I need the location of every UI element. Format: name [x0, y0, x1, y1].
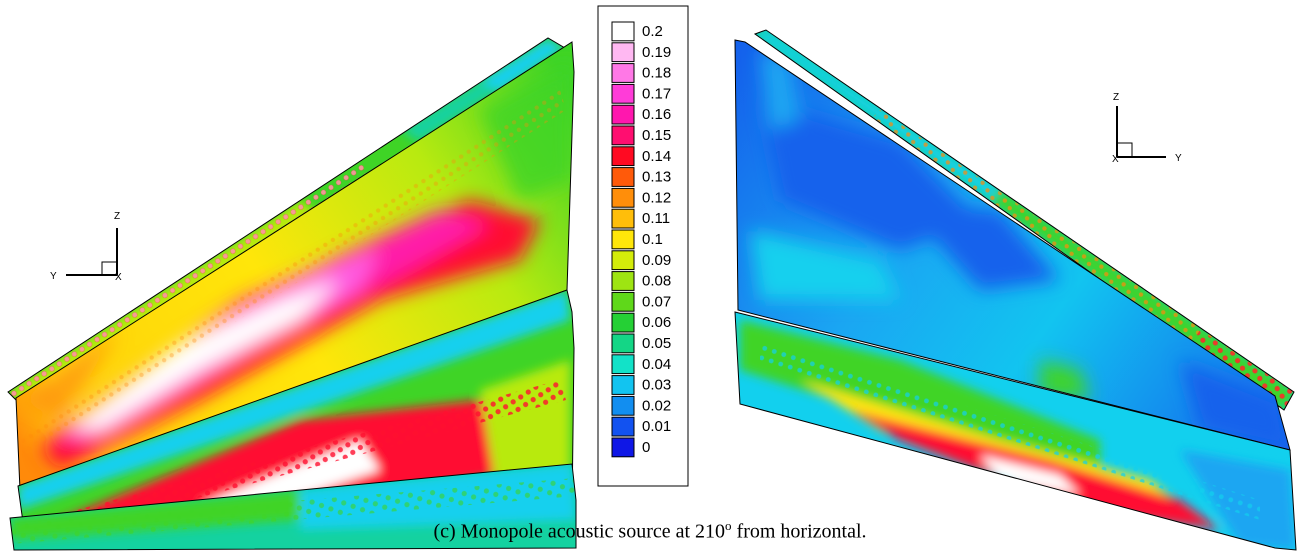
- legend-label: 0.17: [642, 85, 671, 102]
- legend-swatch: [611, 187, 635, 208]
- legend-swatch: [611, 208, 635, 229]
- legend-swatch: [611, 354, 635, 375]
- legend-swatches: [611, 21, 635, 458]
- legend-swatch: [611, 395, 635, 416]
- legend-label: 0.09: [642, 252, 671, 269]
- legend-label: 0.14: [642, 148, 671, 165]
- legend-swatch: [611, 104, 635, 125]
- legend-label: 0.04: [642, 356, 671, 373]
- left-axis-y-label: Y: [50, 271, 57, 282]
- legend-swatch: [611, 42, 635, 63]
- legend-label: 0.01: [642, 418, 671, 435]
- legend-swatch: [611, 167, 635, 187]
- left-strip-outline: [9, 463, 577, 551]
- legend-swatch: [611, 291, 635, 312]
- legend-label: 0.03: [642, 377, 671, 394]
- legend-swatch: [611, 146, 635, 167]
- legend-label: 0.05: [642, 335, 671, 352]
- figure-caption: (c) Monopole acoustic source at 210o fro…: [0, 518, 1300, 544]
- legend-swatch: [611, 63, 635, 83]
- right-flap: [735, 312, 1296, 550]
- left-axis-triad: Z Y X: [50, 211, 122, 283]
- left-trailing-strip: [10, 464, 576, 550]
- legend-label: 0.15: [642, 127, 671, 144]
- legend-label: 0.2: [642, 23, 663, 40]
- right-axis-triad: Z Y X: [1112, 92, 1182, 165]
- legend-label: 0.13: [642, 169, 671, 186]
- legend-swatch: [611, 333, 635, 354]
- legend-label: 0.18: [642, 65, 671, 82]
- legend-swatch: [611, 416, 635, 437]
- legend-label: 0.11: [642, 210, 670, 227]
- right-wing-view: [734, 29, 1297, 551]
- legend-swatch: [611, 437, 635, 458]
- right-axis-y-label: Y: [1175, 153, 1182, 164]
- legend-swatch: [611, 125, 635, 146]
- left-main-outline: [15, 41, 575, 491]
- legend-label: 0.07: [642, 293, 671, 310]
- legend-label: 0.19: [642, 44, 671, 61]
- caption-suffix: from horizontal.: [731, 520, 867, 543]
- legend-swatch: [611, 250, 635, 271]
- left-main-element: [16, 42, 574, 490]
- legend-label: 0.08: [642, 273, 671, 290]
- legend-swatch: [611, 271, 635, 291]
- legend-label: 0.06: [642, 314, 671, 331]
- left-wing-view: [7, 37, 577, 551]
- legend-swatch: [611, 21, 635, 42]
- left-axis-z-label: Z: [114, 211, 120, 222]
- left-axis-x-label: X: [115, 272, 122, 283]
- legend-labels: 0.2 0.19 0.18 0.17 0.16 0.15 0.14 0.13 0.12 0.11 0…: [642, 23, 671, 456]
- right-main-outline: [734, 39, 1291, 451]
- right-slat: [755, 30, 1294, 410]
- legend-label: 0.16: [642, 106, 671, 123]
- contour-legend: 0.2 0.19 0.18 0.17 0.16 0.15 0.14 0.13 0.12 0.11 0…: [597, 5, 689, 487]
- legend-swatch: [611, 83, 635, 104]
- legend-label: 0.02: [642, 397, 671, 414]
- legend-swatch: [611, 375, 635, 395]
- right-axis-z-label: Z: [1113, 92, 1119, 103]
- legend-swatch: [611, 229, 635, 250]
- caption-prefix: (c) Monopole acoustic source at 210: [433, 520, 726, 543]
- legend-label: 0.12: [642, 189, 671, 206]
- right-flap-outline: [734, 311, 1297, 551]
- legend-swatch: [611, 312, 635, 333]
- right-axis-x-label: X: [1112, 154, 1119, 165]
- caption-degree-sup: o: [725, 518, 732, 533]
- legend-label: 0.1: [642, 231, 663, 248]
- legend-label: 0: [642, 439, 650, 456]
